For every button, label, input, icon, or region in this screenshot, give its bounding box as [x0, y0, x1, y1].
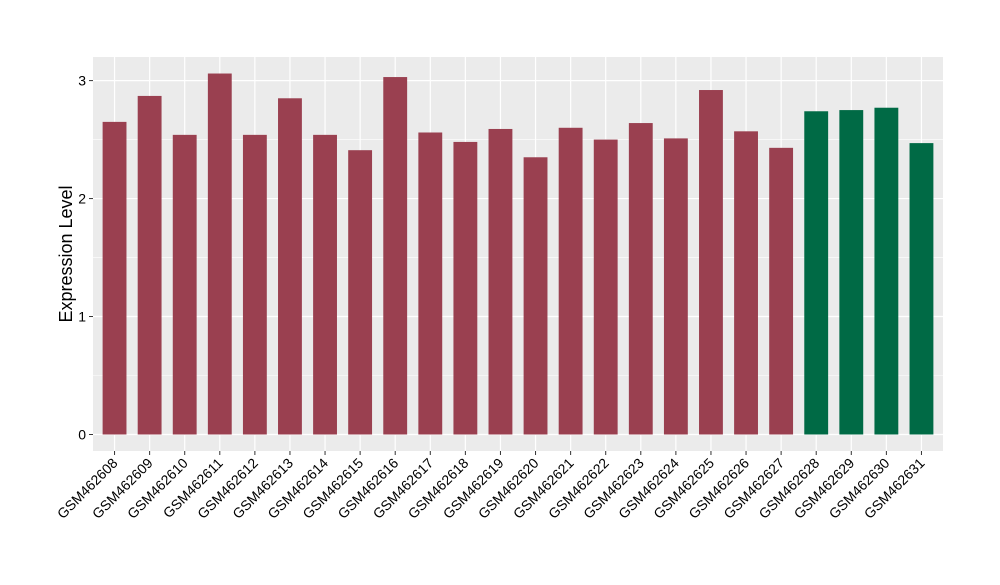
bar-GSM462612	[242, 134, 267, 435]
bar-GSM462631	[909, 143, 934, 435]
bars	[102, 73, 934, 435]
bar-GSM462615	[348, 150, 373, 435]
bar-GSM462629	[839, 110, 864, 435]
y-tick-label: 0	[78, 426, 86, 442]
bar-GSM462630	[874, 107, 899, 435]
y-tick-label: 2	[78, 191, 86, 207]
bar-GSM462614	[313, 134, 337, 435]
bar-GSM462627	[769, 147, 794, 435]
bar-GSM462623	[628, 123, 653, 435]
bar-GSM462618	[453, 141, 478, 435]
plot-panel	[93, 57, 943, 451]
bar-GSM462610	[172, 134, 197, 435]
bar-GSM462625	[699, 90, 723, 435]
bar-GSM462624	[663, 138, 688, 435]
bar-GSM462626	[734, 131, 758, 435]
bar-GSM462620	[523, 157, 548, 435]
bar-GSM462619	[488, 128, 513, 435]
x-axis: GSM462608GSM462609GSM462610GSM462611GSM4…	[54, 451, 928, 522]
bar-GSM462609	[137, 95, 162, 435]
y-tick-label: 3	[78, 73, 86, 89]
bar-GSM462611	[207, 73, 232, 435]
y-tick-label: 1	[78, 309, 86, 325]
y-axis-label: Expression Level	[56, 185, 76, 322]
bar-GSM462621	[558, 127, 583, 435]
bar-GSM462613	[278, 98, 302, 435]
bar-GSM462622	[593, 139, 618, 435]
bar-GSM462617	[418, 132, 443, 435]
bar-GSM462628	[804, 111, 829, 435]
bar-GSM462608	[102, 121, 127, 435]
y-axis: 0 1 2 3	[78, 73, 93, 442]
bar-GSM462616	[383, 77, 408, 435]
